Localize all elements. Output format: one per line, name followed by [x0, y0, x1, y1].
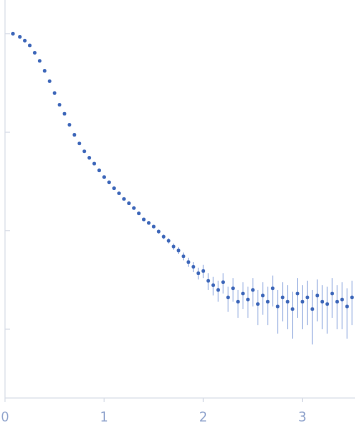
data-point: [241, 291, 245, 296]
data-point: [62, 111, 67, 116]
data-point: [11, 31, 15, 36]
data-point: [310, 307, 315, 311]
data-point: [186, 260, 191, 264]
data-point: [350, 295, 354, 300]
data-point: [27, 43, 32, 48]
data-point: [191, 264, 196, 269]
data-point: [221, 280, 225, 284]
data-point: [171, 244, 176, 249]
data-point: [265, 299, 270, 304]
data-point: [137, 211, 141, 216]
data-point: [92, 161, 97, 166]
data-point: [196, 271, 201, 276]
data-point: [102, 175, 106, 179]
data-point: [231, 286, 235, 291]
data-point: [156, 229, 161, 234]
data-point: [325, 302, 330, 306]
data-point: [77, 141, 82, 146]
data-point: [87, 155, 92, 160]
data-point: [330, 291, 334, 296]
data-point: [23, 38, 27, 43]
data-point: [211, 283, 216, 287]
data-point: [251, 288, 255, 292]
x-tick-label: 3: [298, 411, 306, 426]
data-point: [300, 299, 305, 304]
data-point: [82, 149, 87, 154]
data-point: [18, 35, 22, 39]
data-point: [127, 201, 131, 206]
data-point: [151, 224, 156, 229]
data-point: [47, 79, 52, 83]
data-point: [275, 304, 280, 309]
data-point: [117, 191, 121, 196]
data-point: [132, 206, 136, 210]
data-point: [216, 288, 220, 292]
data-point: [340, 297, 344, 302]
data-point: [295, 291, 300, 296]
data-point: [236, 299, 240, 304]
data-point: [345, 304, 349, 309]
data-point: [57, 102, 62, 107]
x-tick-label: 1: [100, 411, 108, 426]
data-point: [335, 299, 339, 304]
data-point: [201, 269, 206, 273]
data-point: [32, 51, 37, 55]
data-point: [67, 122, 72, 127]
data-point: [107, 180, 111, 185]
x-tick-label: 2: [199, 411, 207, 426]
data-point: [52, 91, 57, 95]
data-point: [37, 59, 42, 63]
data-point: [320, 299, 325, 304]
data-point: [256, 302, 260, 306]
data-point: [246, 297, 250, 302]
data-point: [270, 286, 275, 291]
data-point: [146, 221, 151, 225]
data-point: [285, 299, 290, 304]
data-point: [206, 278, 211, 283]
data-point: [260, 293, 265, 298]
data-point: [226, 295, 230, 300]
data-point: [305, 295, 310, 300]
data-point: [315, 293, 320, 298]
x-tick-label: 0: [1, 411, 9, 426]
data-point: [97, 168, 101, 173]
data-point: [166, 238, 171, 243]
data-point: [42, 69, 47, 73]
data-point: [72, 133, 77, 137]
data-point: [161, 234, 166, 239]
data-point: [280, 295, 285, 300]
data-point: [290, 307, 295, 311]
data-point: [142, 217, 146, 222]
data-point: [176, 248, 181, 253]
data-point: [181, 254, 186, 259]
data-point: [112, 186, 116, 191]
data-point: [122, 197, 126, 201]
